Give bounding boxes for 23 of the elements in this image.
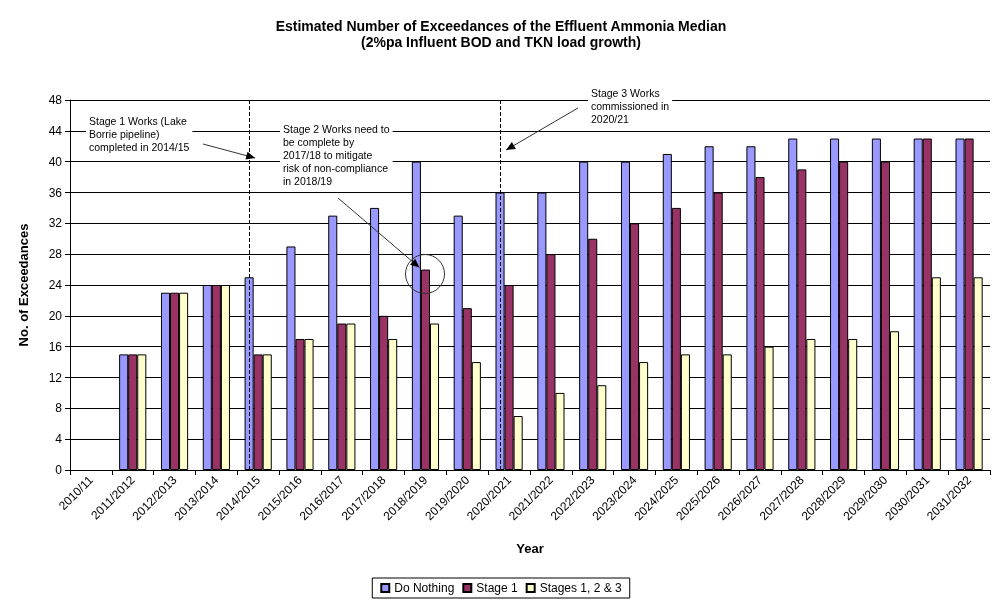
- annotation: Stage 2 Works need to be complete by 2017/18 to mitigate risk of non-compliance in 2018/19: [283, 122, 390, 187]
- y-tick-label: 28: [48, 247, 63, 262]
- y-axis-title: No. of Exceedances: [16, 223, 31, 347]
- y-tick-label: 24: [48, 278, 63, 292]
- chart-title: Estimated Number of Exceedances of the Effluent Ammonia Median: [275, 18, 727, 34]
- y-tick-label: 12: [48, 370, 63, 385]
- y-tick-label: 40: [48, 154, 63, 169]
- y-tick-label: 20: [48, 308, 63, 323]
- annotation: Stage 1 Works (Lake Borrie pipeline) completed in 2014/15: [89, 114, 190, 153]
- y-tick-label: 44: [48, 123, 63, 138]
- y-tick-label: 16: [48, 339, 63, 354]
- x-axis-title: Year: [516, 541, 544, 556]
- y-tick-label: 8: [55, 401, 63, 416]
- legend-label: Stages 1, 2 & 3: [539, 581, 623, 595]
- legend-label: Stage 1: [476, 581, 518, 595]
- y-tick-label: 48: [48, 93, 63, 107]
- annotation: Stage 3 Works commissioned in 2020/21: [591, 86, 670, 125]
- legend-label: Do Nothing: [394, 581, 455, 595]
- y-tick-label: 36: [48, 185, 63, 200]
- y-tick-label: 4: [55, 432, 63, 447]
- y-tick-label: 0: [55, 463, 63, 477]
- chart-subtitle: (2%pa Influent BOD and TKN load growth): [361, 34, 641, 50]
- y-tick-label: 32: [48, 216, 63, 231]
